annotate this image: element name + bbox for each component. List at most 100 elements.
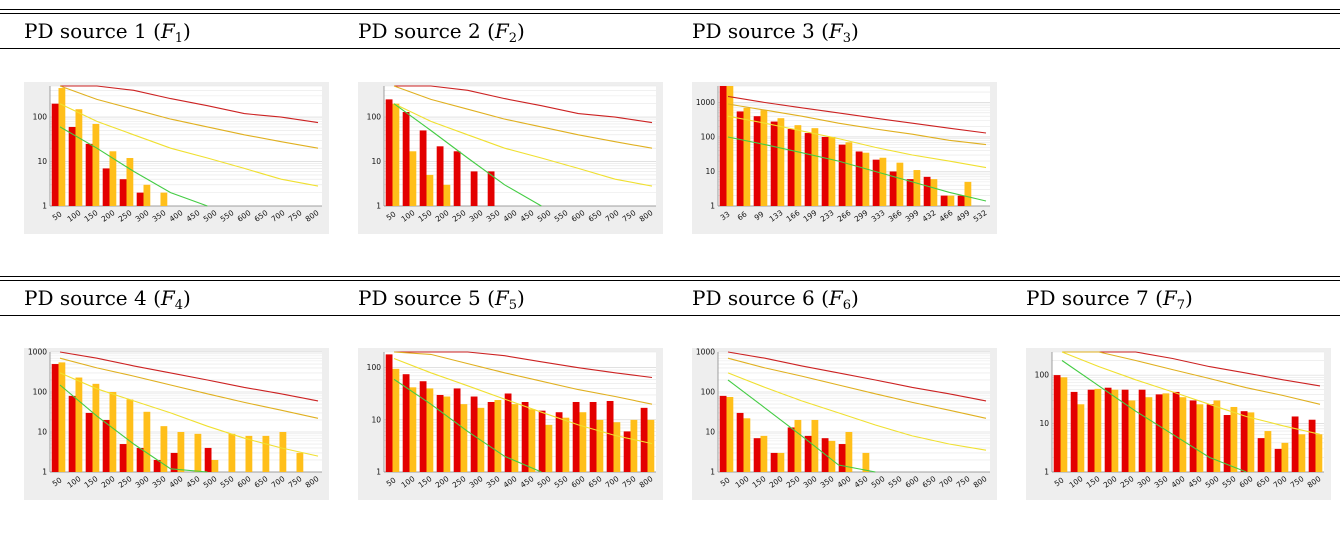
- header-pd-source-6: PD source 6 (F6): [692, 286, 859, 313]
- x-tick-label: 50: [385, 209, 398, 222]
- red-bar: [719, 395, 727, 472]
- orange-bar: [726, 86, 734, 206]
- orange-bar: [828, 136, 836, 206]
- chart-panel-1: 1 10 100 50 100 150 200 250 300 350 400 450 500 550 60…: [24, 82, 329, 234]
- x-tick-label: 400: [168, 208, 185, 224]
- y-tick-label: 1000: [696, 348, 715, 357]
- x-tick-label: 300: [468, 208, 485, 224]
- orange-bar: [528, 409, 536, 472]
- x-tick-label: 333: [870, 208, 887, 224]
- x-tick-label: 600: [236, 474, 253, 490]
- x-tick-label: 300: [134, 208, 151, 224]
- red-bar: [589, 401, 597, 472]
- red-bar: [906, 179, 914, 206]
- x-tick-label: 800: [638, 208, 655, 224]
- red-bar: [68, 126, 76, 206]
- x-tick-label: 550: [553, 208, 570, 224]
- line-dark_yellow-curve: [59, 357, 319, 419]
- x-tick-label: 100: [66, 208, 83, 224]
- x-tick-label: 250: [117, 208, 134, 224]
- x-tick-label: 800: [304, 208, 321, 224]
- red-bar: [821, 438, 829, 472]
- header-pd-source-4: PD source 4 (F4): [24, 286, 191, 313]
- y-tick-label: 1: [710, 202, 715, 211]
- x-tick-label: 250: [451, 474, 468, 490]
- mid-double-rule-2: [0, 280, 1340, 281]
- orange-bar: [1179, 397, 1187, 472]
- x-tick-label: 300: [1136, 474, 1153, 490]
- orange-bar: [126, 158, 134, 206]
- orange-bar: [262, 435, 270, 472]
- top-double-rule-2: [0, 13, 1340, 14]
- x-tick-label: 150: [417, 474, 434, 490]
- red-bar: [1240, 411, 1248, 472]
- header-pd-source-3: PD source 3 (F3): [692, 19, 859, 46]
- x-tick-label: 750: [287, 474, 304, 490]
- red-bar: [804, 133, 812, 206]
- x-tick-label: 500: [202, 208, 219, 224]
- red-bar: [957, 195, 965, 206]
- y-tick-label: 100: [1035, 371, 1050, 380]
- red-bar: [736, 111, 744, 206]
- line-dark_yellow-curve: [393, 85, 653, 149]
- top-double-rule-1: [0, 9, 1340, 10]
- orange-bar: [726, 396, 734, 472]
- line-green-curve: [727, 379, 876, 473]
- x-tick-label: 400: [168, 474, 185, 490]
- red-bar: [85, 143, 93, 206]
- orange-bar: [1264, 431, 1272, 472]
- x-tick-label: 250: [1119, 474, 1136, 490]
- red-bar: [753, 116, 761, 206]
- x-tick-label: 466: [938, 208, 955, 224]
- line-red-curve: [394, 351, 653, 379]
- x-tick-label: 250: [117, 474, 134, 490]
- y-tick-label: 100: [701, 132, 716, 141]
- mid-double-rule-1: [0, 276, 1340, 277]
- orange-bar: [392, 103, 400, 206]
- orange-bar: [426, 388, 434, 472]
- orange-bar: [777, 118, 785, 206]
- orange-bar: [443, 396, 451, 472]
- orange-bar: [160, 426, 168, 472]
- header-rule-2: [0, 315, 1340, 316]
- x-tick-label: 700: [1272, 474, 1289, 490]
- orange-bar: [596, 419, 604, 472]
- x-tick-label: 800: [1306, 474, 1323, 490]
- line-dark_yellow-curve: [727, 103, 987, 146]
- red-bar: [385, 354, 393, 472]
- x-tick-label: 100: [400, 474, 417, 490]
- x-tick-label: 650: [1255, 474, 1272, 490]
- orange-bar: [930, 179, 938, 206]
- x-tick-label: 700: [604, 474, 621, 490]
- red-bar: [153, 459, 161, 472]
- x-tick-label: 500: [536, 208, 553, 224]
- x-tick-label: 200: [768, 474, 785, 490]
- x-tick-label: 400: [1170, 474, 1187, 490]
- orange-bar: [896, 162, 904, 206]
- red-bar: [68, 395, 76, 472]
- orange-bar: [1298, 434, 1306, 472]
- red-bar: [453, 151, 461, 206]
- x-tick-label: 150: [417, 208, 434, 224]
- orange-bar: [794, 125, 802, 206]
- y-tick-label: 1: [42, 202, 47, 211]
- x-tick-label: 200: [434, 208, 451, 224]
- x-tick-label: 150: [83, 474, 100, 490]
- line-red-curve: [727, 351, 987, 402]
- orange-bar: [760, 435, 768, 472]
- x-tick-label: 450: [519, 474, 536, 490]
- red-bar: [487, 401, 495, 472]
- x-tick-label: 100: [734, 474, 751, 490]
- red-bar: [1206, 404, 1214, 472]
- x-tick-label: 50: [51, 209, 64, 222]
- x-tick-label: 50: [719, 475, 732, 488]
- red-bar: [770, 121, 778, 206]
- red-bar: [1274, 448, 1282, 472]
- x-tick-label: 450: [1187, 474, 1204, 490]
- orange-bar: [862, 152, 870, 206]
- x-tick-label: 350: [819, 474, 836, 490]
- red-bar: [1189, 400, 1197, 472]
- orange-bar: [409, 387, 417, 472]
